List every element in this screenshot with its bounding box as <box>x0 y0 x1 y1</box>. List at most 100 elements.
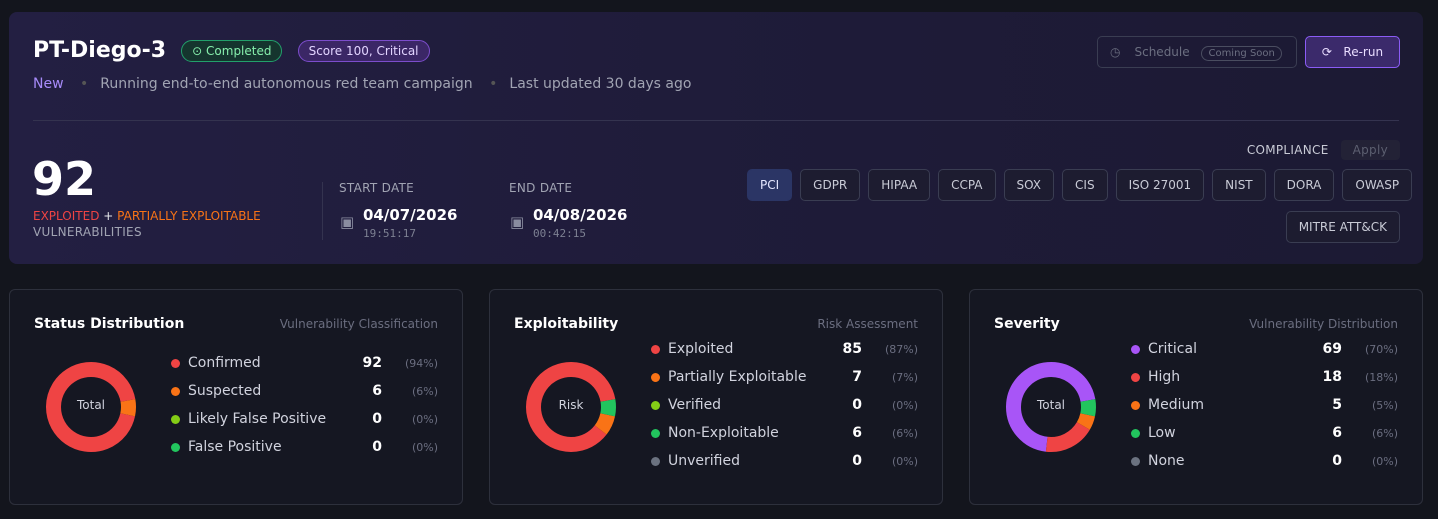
legend-dot <box>1131 457 1140 466</box>
end-label: END DATE <box>509 181 573 195</box>
subline: New • Running end-to-end autonomous red t… <box>33 76 692 92</box>
legend-dot <box>651 457 660 466</box>
framework-button[interactable]: NIST <box>1212 169 1266 201</box>
legend-percent: (6%) <box>1371 427 1398 440</box>
donut-center: Total <box>76 398 106 412</box>
legend-percent: (6%) <box>411 385 438 398</box>
count-label: EXPLOITED + PARTIALLY EXPLOITABLE <box>33 209 261 223</box>
legend-name: Partially Exploitable <box>668 369 807 385</box>
legend-name: None <box>1148 453 1185 469</box>
score-badge: Score 100, Critical <box>297 39 430 62</box>
legend-value: 6 <box>372 383 382 399</box>
legend-dot <box>1131 429 1140 438</box>
legend-value: 6 <box>1332 425 1342 441</box>
framework-button[interactable]: OWASP <box>1342 169 1413 201</box>
updated: Last updated 30 days ago <box>509 76 692 92</box>
donut-segment <box>594 412 616 435</box>
legend-name: Medium <box>1148 397 1204 413</box>
legend-value: 92 <box>362 355 382 371</box>
donut-segment <box>46 362 136 452</box>
rerun[interactable]: Re-run <box>1343 45 1384 59</box>
legend-value: 5 <box>1332 397 1342 413</box>
calendar-icon: ▣ <box>340 213 355 231</box>
legend-dot <box>651 373 660 382</box>
donut-segment <box>1080 399 1096 417</box>
compliance: COMPLIANCE Apply <box>1247 140 1400 160</box>
end-time: 00:42:15 <box>533 227 586 240</box>
legend-name: Suspected <box>188 383 262 399</box>
legend-percent: (7%) <box>891 371 918 384</box>
legend-dot <box>171 415 180 424</box>
legend-percent: (87%) <box>884 343 918 356</box>
panel-title: Exploitability <box>514 316 619 332</box>
framework-button[interactable]: GDPR <box>800 169 861 201</box>
legend-value: 85 <box>842 341 862 357</box>
legend-name: Likely False Positive <box>188 411 327 427</box>
legend-value: 69 <box>1322 341 1342 357</box>
framework-button[interactable]: PCI <box>747 169 793 201</box>
framework-list: PCI GDPR HIPAA CCPA SOX CIS ISO 27001 NIST DORA O… <box>739 169 1413 253</box>
start-time: 19:51:17 <box>363 227 416 240</box>
tag: New <box>33 76 64 92</box>
framework-button[interactable]: CIS <box>1062 169 1108 201</box>
framework-button[interactable]: HIPAA <box>868 169 931 201</box>
legend-percent: (0%) <box>411 441 438 454</box>
title-row: PT-Diego-3 ⊙ Completed Score 100, Critic… <box>33 38 430 63</box>
end-date: 04/08/2026 <box>533 206 628 224</box>
schedule: Schedule <box>1134 45 1190 59</box>
divider <box>33 120 1399 121</box>
legend-name: Unverified <box>668 453 740 469</box>
description: Running end-to-end autonomous red team c… <box>100 76 473 92</box>
start-label: START DATE <box>339 181 415 195</box>
panel-title: Status Distribution <box>34 316 185 332</box>
divider <box>322 182 323 240</box>
legend-value: 0 <box>852 453 862 469</box>
status-badge: ⊙ Completed <box>181 39 283 62</box>
legend-percent: (94%) <box>404 357 438 370</box>
legend-dot <box>171 443 180 452</box>
legend-percent: (5%) <box>1371 399 1398 412</box>
rerun-button[interactable]: ⟳ Re-run <box>1305 36 1400 68</box>
panel: Severity Vulnerability Distribution Total C… <box>969 289 1423 505</box>
legend-percent: (18%) <box>1364 371 1398 384</box>
framework-button[interactable]: MITRE ATT&CK <box>1285 211 1400 243</box>
legend-dot <box>1131 373 1140 382</box>
donut-segment <box>1076 412 1096 430</box>
donut <box>526 362 616 452</box>
header-card: PT-Diego-3 ⊙ Completed Score 100, Critic… <box>9 12 1423 264</box>
legend-value: 7 <box>852 369 862 385</box>
apply-button[interactable]: Apply <box>1340 140 1400 160</box>
panel: Exploitability Risk Assessment Risk Exploit… <box>489 289 943 505</box>
legend-percent: (6%) <box>891 427 918 440</box>
legend-percent: (0%) <box>891 455 918 468</box>
donut <box>46 362 136 452</box>
legend-value: 0 <box>372 439 382 455</box>
legend-percent: (0%) <box>891 399 918 412</box>
framework-button[interactable]: ISO 27001 <box>1115 169 1205 201</box>
donut-center: Total <box>1036 398 1066 412</box>
legend-value: 0 <box>1332 453 1342 469</box>
legend-dot <box>651 429 660 438</box>
legend-name: Confirmed <box>188 355 261 371</box>
legend-percent: (0%) <box>411 413 438 426</box>
panel: Status Distribution Vulnerability Classif… <box>9 289 463 505</box>
legend-name: High <box>1148 369 1181 385</box>
legend-name: Critical <box>1148 341 1197 357</box>
donut-segment <box>120 399 136 417</box>
legend-name: Verified <box>668 397 722 413</box>
panel-subtitle: Vulnerability Classification <box>279 317 438 331</box>
donut-segment <box>1006 362 1096 452</box>
legend-dot <box>171 359 180 368</box>
legend-name: Exploited <box>668 341 734 357</box>
framework-button[interactable]: SOX <box>1003 169 1055 201</box>
plus: + <box>103 209 114 223</box>
partial-label: PARTIALLY EXPLOITABLE <box>117 209 261 223</box>
donut-center: Risk <box>558 398 584 412</box>
framework-button[interactable]: CCPA <box>938 169 996 201</box>
legend-value: 6 <box>852 425 862 441</box>
vuln-label: VULNERABILITIES <box>33 225 142 239</box>
panel-subtitle: Risk Assessment <box>817 317 918 331</box>
legend-value: 18 <box>1322 369 1342 385</box>
framework-button[interactable]: DORA <box>1273 169 1335 201</box>
